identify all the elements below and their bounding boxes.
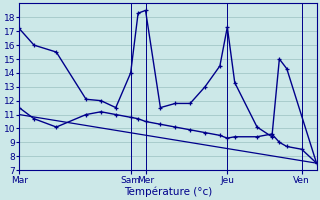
X-axis label: Température (°c): Température (°c) (124, 186, 212, 197)
